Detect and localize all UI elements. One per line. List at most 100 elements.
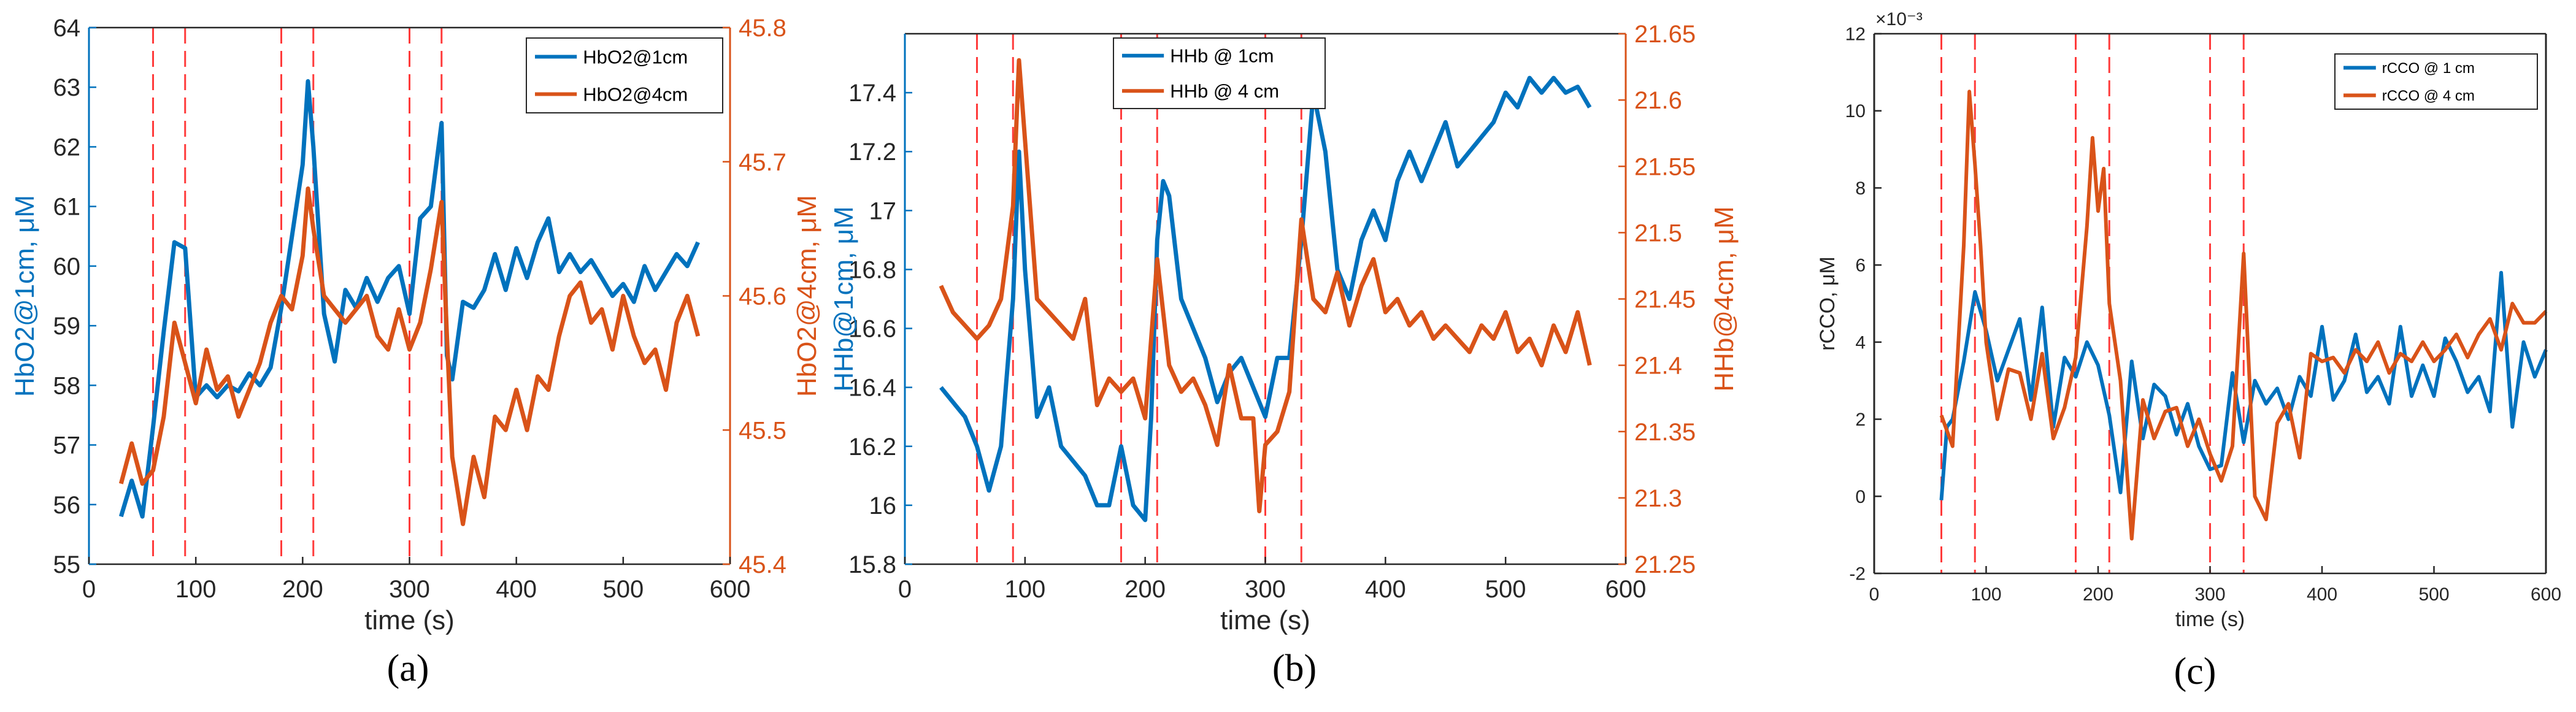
x-tick-label: 100 — [1004, 576, 1045, 603]
x-tick-label: 400 — [496, 576, 537, 603]
y-left-tick-label: 6 — [1855, 256, 1866, 276]
y-right-tick-label: 21.55 — [1634, 153, 1696, 180]
x-tick-label: 400 — [1365, 576, 1406, 603]
y-left-tick-label: 12 — [1845, 25, 1866, 45]
x-tick-label: 100 — [1970, 584, 2001, 605]
y-left-tick-label: 59 — [53, 313, 81, 340]
y-right-tick-label: 45.8 — [739, 15, 786, 42]
x-tick-label: 100 — [175, 576, 217, 603]
y-left-tick-label: 55 — [53, 551, 81, 578]
x-tick-label: 200 — [1125, 576, 1166, 603]
panel-c-legend-box — [2334, 53, 2538, 110]
y-left-tick-label: 16.6 — [848, 316, 896, 343]
y-left-tick-label: 17 — [869, 197, 897, 224]
panel-c-legend-label-1: rCCO @ 1 cm — [2382, 60, 2475, 77]
panel-a-legend-label-1: HbO2@1cm — [583, 46, 688, 67]
panel-c-legend: rCCO @ 1 cm rCCO @ 4 cm — [2334, 53, 2538, 110]
y-right-tick-label: 21.45 — [1634, 286, 1696, 313]
y-right-tick-label: 45.4 — [739, 551, 786, 578]
y-left-tick-label: 8 — [1855, 178, 1866, 199]
y-left-tick-label: 60 — [53, 253, 81, 280]
panel-c-caption: (c) — [2174, 651, 2217, 692]
y-right-tick-label: 21.35 — [1634, 419, 1696, 446]
panel-a-series — [118, 79, 701, 526]
y-left-tick-label: 56 — [53, 492, 81, 519]
y-left-tick-label: 57 — [53, 432, 81, 459]
y-left-tick-label: 16.4 — [848, 375, 896, 402]
y-left-tick-label: 4 — [1855, 332, 1866, 353]
y-left-tick-label: 58 — [53, 372, 81, 399]
panel-b-legend-box — [1113, 37, 1326, 109]
series-line-2 — [1939, 90, 2548, 541]
panel-a-legend-box — [526, 37, 723, 113]
panel-c-series — [1939, 90, 2548, 541]
x-tick-label: 300 — [389, 576, 430, 603]
x-tick-label: 300 — [2194, 584, 2225, 605]
y-left-tick-label: 17.4 — [848, 80, 896, 107]
x-tick-label: 500 — [602, 576, 644, 603]
y-right-tick-label: 21.25 — [1634, 551, 1696, 578]
y-right-tick-label: 45.6 — [739, 283, 786, 310]
series-line-1 — [1939, 270, 2548, 500]
x-tick-label: 0 — [82, 576, 96, 603]
y-left-tick-label: 61 — [53, 194, 81, 221]
panel-b-y-right-label: HHb@4cm, μM — [1709, 206, 1739, 391]
panel-b-x-axis-label: time (s) — [1220, 605, 1310, 635]
y-left-tick-label: 2 — [1855, 410, 1866, 430]
x-tick-label: 200 — [282, 576, 323, 603]
panel-b-legend: HHb @ 1cm HHb @ 4 cm — [1113, 37, 1326, 109]
x-tick-label: 400 — [2307, 584, 2337, 605]
y-left-tick-label: 62 — [53, 134, 81, 161]
y-left-tick-label: 64 — [53, 15, 81, 42]
y-right-tick-label: 21.65 — [1634, 21, 1696, 48]
panel-b-caption: (b) — [1272, 648, 1317, 689]
y-right-tick-label: 45.5 — [739, 417, 786, 444]
panel-b-y-left-label: HHb@1cm, μM — [829, 206, 859, 391]
series-line-1 — [939, 75, 1592, 523]
panel-c-y-left-label: rCCO, μM — [1816, 256, 1839, 351]
y-left-tick-label: 16 — [869, 492, 897, 519]
y-right-tick-label: 21.3 — [1634, 485, 1682, 512]
y-left-tick-label: 63 — [53, 74, 81, 101]
panel-b-legend-label-2: HHb @ 4 cm — [1170, 80, 1279, 102]
y-left-tick-label: 10 — [1845, 101, 1866, 121]
panel-b-legend-label-1: HHb @ 1cm — [1170, 45, 1274, 67]
y-left-tick-label: 15.8 — [848, 551, 896, 578]
y-left-tick-label: -2 — [1849, 564, 1866, 584]
panel-a-legend: HbO2@1cm HbO2@4cm — [526, 37, 723, 113]
y-left-tick-label: 17.2 — [848, 139, 896, 166]
panel-b: 0 100 200 300 400 500 600 15.8 16 16.2 16.4 16.6 16.… — [829, 21, 1739, 689]
x-tick-label: 500 — [1485, 576, 1526, 603]
series-line-2 — [118, 186, 701, 526]
panel-c-legend-label-2: rCCO @ 4 cm — [2382, 88, 2475, 104]
panel-c-y-exponent-label: ×10⁻³ — [1875, 9, 1923, 29]
x-tick-label: 600 — [710, 576, 751, 603]
x-tick-label: 0 — [898, 576, 912, 603]
y-right-tick-label: 21.6 — [1634, 87, 1682, 114]
x-tick-label: 200 — [2083, 584, 2113, 605]
x-tick-label: 500 — [2418, 584, 2449, 605]
panel-a-y-left-label: HbO2@1cm, μM — [10, 195, 40, 397]
y-left-tick-label: 16.8 — [848, 256, 896, 283]
series-line-1 — [118, 79, 700, 519]
panel-a: 0 100 200 300 400 500 600 55 56 57 58 59 60 61 62 63 64 4… — [10, 15, 822, 689]
y-right-tick-label: 45.7 — [739, 149, 786, 176]
panel-b-series — [939, 58, 1592, 523]
y-right-tick-label: 21.5 — [1634, 220, 1682, 247]
panel-a-legend-label-2: HbO2@4cm — [583, 83, 688, 105]
y-left-tick-label: 0 — [1855, 487, 1866, 507]
y-right-tick-label: 21.4 — [1634, 353, 1682, 380]
x-tick-label: 300 — [1245, 576, 1286, 603]
panel-a-ticks: 0 100 200 300 400 500 600 55 56 57 58 59 60 61 62 63 64 4… — [53, 15, 786, 603]
x-tick-label: 600 — [1605, 576, 1647, 603]
panel-b-ticks: 0 100 200 300 400 500 600 15.8 16 16.2 16.4 16.6 16.… — [848, 21, 1696, 603]
x-tick-label: 0 — [1869, 584, 1880, 605]
panel-a-x-axis-label: time (s) — [364, 605, 455, 635]
series-line-2 — [939, 58, 1592, 513]
panel-c-x-axis-label: time (s) — [2175, 608, 2245, 631]
panel-a-caption: (a) — [387, 648, 429, 689]
x-tick-label: 600 — [2531, 584, 2561, 605]
